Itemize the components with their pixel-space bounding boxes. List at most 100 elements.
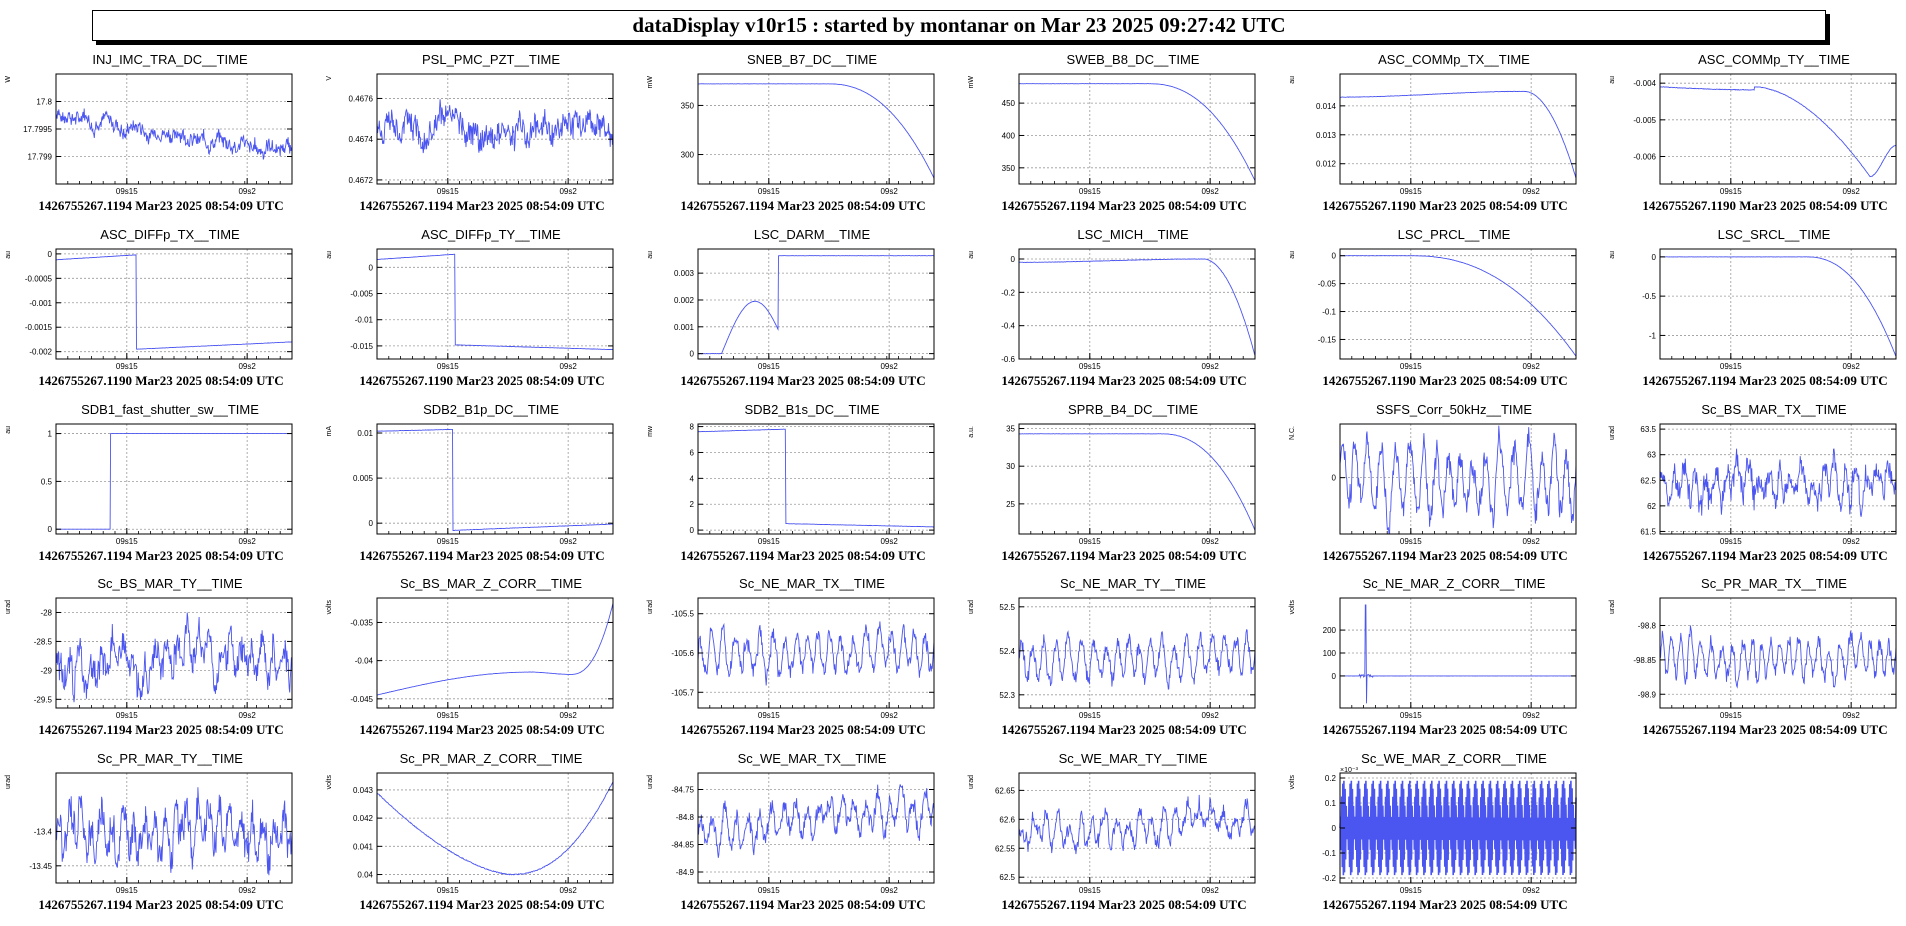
series-line	[376, 603, 614, 696]
chart-panel: LSC_SRCL__TIME -1 -0.5 0 09s15 09s2 au 14267552…	[1604, 227, 1906, 402]
series-line	[697, 255, 935, 355]
chart-plot: 0 09s15 09s2 N.C.	[1289, 423, 1577, 546]
y-tick-label: -0.015	[350, 342, 373, 351]
y-tick-label: 62.5	[999, 873, 1015, 882]
series-line	[55, 254, 292, 350]
y-tick-label: 35	[1006, 425, 1015, 434]
y-axis-label: urad	[968, 600, 975, 614]
chart-title: ASC_COMMp_TY__TIME	[1698, 52, 1850, 67]
chart-timestamp: 1426755267.1194 Mar23 2025 08:54:09 UTC	[1642, 722, 1888, 737]
x-tick-label: 09s2	[880, 537, 898, 546]
chart-title: Sc_BS_MAR_TX__TIME	[1701, 402, 1847, 417]
y-tick-label: 0.01	[357, 429, 373, 438]
y-tick-label: 350	[681, 101, 695, 110]
series-line	[697, 428, 935, 528]
plot-frame	[376, 772, 614, 884]
y-tick-label: 400	[1002, 131, 1016, 140]
x-tick-label: 09s15	[758, 187, 780, 196]
plot-frame	[697, 73, 935, 185]
chart-title: Sc_WE_MAR_Z_CORR__TIME	[1361, 751, 1547, 766]
x-tick-label: 09s2	[1201, 187, 1219, 196]
chart-timestamp: 1426755267.1194 Mar23 2025 08:54:09 UTC	[1642, 548, 1888, 563]
y-tick-label: -0.005	[1633, 116, 1656, 125]
x-tick-label: 09s15	[116, 362, 138, 371]
y-tick-label: 350	[1002, 164, 1016, 173]
chart-panel: SNEB_B7_DC__TIME 300 350 09s15 09s2 mW 1426755…	[642, 52, 962, 227]
chart-timestamp: 1426755267.1194 Mar23 2025 08:54:09 UTC	[1001, 373, 1247, 388]
chart-timestamp: 1426755267.1194 Mar23 2025 08:54:09 UTC	[1322, 722, 1568, 737]
x-tick-label: 09s15	[758, 711, 780, 720]
x-tick-label: 09s2	[238, 537, 256, 546]
y-tick-label: 0	[369, 263, 374, 272]
series-line	[376, 99, 614, 154]
chart-plot: 350 400 450 09s15 09s2 mW	[968, 73, 1256, 196]
x-tick-label: 09s2	[238, 886, 256, 895]
y-tick-label: 17.8	[36, 98, 52, 107]
y-tick-label: 0	[690, 526, 695, 535]
y-tick-label: 1	[48, 430, 53, 439]
chart-panel: Sc_BS_MAR_TY__TIME -29.5 -29 -28.5 -28 09s15 0…	[0, 576, 320, 751]
chart-panel: LSC_MICH__TIME -0.6 -0.4 -0.2 0 09s15 09s2 au 14…	[963, 227, 1283, 402]
chart-plot: -105.7 -105.6 -105.5 09s15 09s2 urad	[647, 597, 935, 720]
x-tick-label: 09s15	[1720, 362, 1742, 371]
chart-panel: SDB2_B1s_DC__TIME 0 2 4 6 8 09s15 09s2 mw 1426755…	[642, 402, 962, 577]
x-tick-label: 09s15	[1400, 886, 1422, 895]
plot-frame	[376, 423, 614, 535]
chart-title: Sc_PR_MAR_Z_CORR__TIME	[399, 751, 583, 766]
y-tick-label: -105.6	[671, 649, 694, 658]
chart-panel: LSC_DARM__TIME 0 0.001 0.002 0.003 09s15 09s2 a…	[642, 227, 962, 402]
y-tick-label: 0.002	[674, 296, 695, 305]
y-tick-label: 0.2	[1325, 774, 1337, 783]
y-axis-label: urad	[1609, 426, 1616, 440]
chart-plot: 0 0.5 1 09s15 09s2 au	[5, 423, 293, 546]
y-tick-label: 0	[369, 519, 374, 528]
y-tick-label: -0.5	[1642, 292, 1656, 301]
plot-frame	[1339, 73, 1577, 185]
y-tick-label: 2	[690, 500, 695, 509]
x-tick-label: 09s2	[880, 886, 898, 895]
x-tick-label: 09s15	[116, 886, 138, 895]
chart-timestamp: 1426755267.1194 Mar23 2025 08:54:09 UTC	[1001, 198, 1247, 213]
x-tick-label: 09s2	[1522, 886, 1540, 895]
y-axis-label: au	[647, 251, 654, 259]
plot-frame	[1018, 423, 1256, 535]
y-tick-label: -105.5	[671, 610, 694, 619]
y-axis-label: mW	[968, 76, 975, 89]
y-axis-label: urad	[968, 775, 975, 789]
series-line	[1018, 258, 1256, 356]
y-tick-label: -0.045	[350, 695, 373, 704]
y-tick-label: 62.5	[1640, 476, 1656, 485]
chart-panel: Sc_NE_MAR_Z_CORR__TIME 0 100 200 09s15 09s2 vo…	[1284, 576, 1604, 751]
y-tick-label: -0.1	[1322, 308, 1336, 317]
y-tick-label: -29	[40, 666, 52, 675]
y-tick-label: 0.003	[674, 269, 695, 278]
y-tick-label: -0.002	[29, 348, 52, 357]
chart-timestamp: 1426755267.1194 Mar23 2025 08:54:09 UTC	[1001, 722, 1247, 737]
y-axis-label: volts	[1289, 775, 1296, 790]
chart-timestamp: 1426755267.1194 Mar23 2025 08:54:09 UTC	[1642, 373, 1888, 388]
y-tick-label: 0.4676	[349, 94, 374, 103]
y-tick-label: 63.5	[1640, 425, 1656, 434]
y-tick-label: 0.4672	[349, 176, 374, 185]
y-axis-label: V	[326, 76, 333, 81]
y-tick-label: -84.75	[671, 786, 694, 795]
y-axis-label: au	[1289, 76, 1296, 84]
chart-title: Sc_NE_MAR_Z_CORR__TIME	[1362, 576, 1546, 591]
x-tick-label: 09s2	[238, 187, 256, 196]
y-tick-label: -0.006	[1633, 153, 1656, 162]
y-axis-label: volts	[1289, 600, 1296, 615]
chart-timestamp: 1426755267.1190 Mar23 2025 08:54:09 UTC	[359, 373, 605, 388]
y-tick-label: -13.4	[34, 827, 53, 836]
y-tick-label: 0.1	[1325, 799, 1337, 808]
x-tick-label: 09s2	[238, 711, 256, 720]
y-tick-label: -84.9	[676, 868, 695, 877]
y-tick-label: 0	[1332, 474, 1337, 483]
chart-panel: Sc_WE_MAR_Z_CORR__TIME -0.2 -0.1 0 0.1 0.2 09s…	[1284, 751, 1604, 926]
chart-timestamp: 1426755267.1194 Mar23 2025 08:54:09 UTC	[38, 198, 284, 213]
chart-plot: -0.045 -0.04 -0.035 09s15 09s2 volts	[326, 597, 614, 720]
y-tick-label: 0	[1332, 672, 1337, 681]
chart-title: Sc_PR_MAR_TY__TIME	[97, 751, 243, 766]
x-tick-label: 09s15	[116, 537, 138, 546]
y-axis-label: au	[326, 251, 333, 259]
x-tick-label: 09s2	[1522, 711, 1540, 720]
